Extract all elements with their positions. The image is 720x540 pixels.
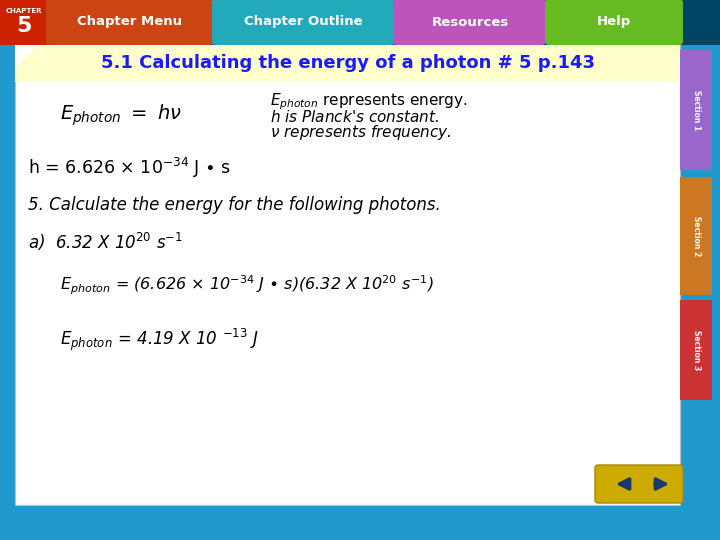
Text: a)  6.32 X 10$^{20}$ s$^{-1}$: a) 6.32 X 10$^{20}$ s$^{-1}$ bbox=[28, 231, 183, 253]
FancyBboxPatch shape bbox=[0, 0, 720, 45]
Text: $\mathit{E}_{photon}$ = (6.626 $\times$ 10$^{-34}$ J $\bullet$ s)(6.32 X 10$^{20: $\mathit{E}_{photon}$ = (6.626 $\times$ … bbox=[60, 273, 433, 296]
Text: Section 3: Section 3 bbox=[691, 330, 701, 370]
Polygon shape bbox=[15, 45, 38, 68]
Text: Resources: Resources bbox=[431, 16, 508, 29]
FancyBboxPatch shape bbox=[545, 0, 683, 45]
FancyBboxPatch shape bbox=[46, 0, 214, 45]
FancyBboxPatch shape bbox=[595, 465, 683, 503]
FancyBboxPatch shape bbox=[0, 0, 48, 45]
FancyBboxPatch shape bbox=[212, 0, 395, 45]
FancyBboxPatch shape bbox=[393, 0, 546, 45]
Text: $\nu$ represents frequency.: $\nu$ represents frequency. bbox=[270, 123, 451, 141]
Text: $\mathit{E}_{photon}$ represents energy.: $\mathit{E}_{photon}$ represents energy. bbox=[270, 92, 468, 112]
Text: $\mathit{E}_{photon}$ = 4.19 X 10 $^{-13}$ J: $\mathit{E}_{photon}$ = 4.19 X 10 $^{-13… bbox=[60, 327, 258, 353]
FancyBboxPatch shape bbox=[15, 45, 680, 82]
Text: Section 1: Section 1 bbox=[691, 90, 701, 130]
FancyBboxPatch shape bbox=[680, 300, 712, 400]
FancyBboxPatch shape bbox=[680, 50, 712, 170]
Text: $\mathit{E}_{photon}$ $=$ $h\nu$: $\mathit{E}_{photon}$ $=$ $h\nu$ bbox=[60, 102, 182, 128]
Text: Help: Help bbox=[597, 16, 631, 29]
Text: $\mathit{h}$ is Planck's constant.: $\mathit{h}$ is Planck's constant. bbox=[270, 109, 439, 125]
Text: CHAPTER: CHAPTER bbox=[6, 8, 42, 14]
FancyBboxPatch shape bbox=[680, 177, 712, 295]
Text: h = 6.626 $\times$ 10$^{-34}$ J $\bullet$ s: h = 6.626 $\times$ 10$^{-34}$ J $\bullet… bbox=[28, 156, 231, 180]
Text: 5. Calculate the energy for the following photons.: 5. Calculate the energy for the followin… bbox=[28, 196, 441, 214]
Text: Chapter Outline: Chapter Outline bbox=[243, 16, 362, 29]
Text: 5.1 Calculating the energy of a photon # 5 p.143: 5.1 Calculating the energy of a photon #… bbox=[101, 54, 595, 72]
Text: Chapter Menu: Chapter Menu bbox=[78, 16, 183, 29]
Text: Section 2: Section 2 bbox=[691, 216, 701, 256]
Text: 5: 5 bbox=[17, 16, 32, 36]
FancyBboxPatch shape bbox=[15, 45, 680, 505]
